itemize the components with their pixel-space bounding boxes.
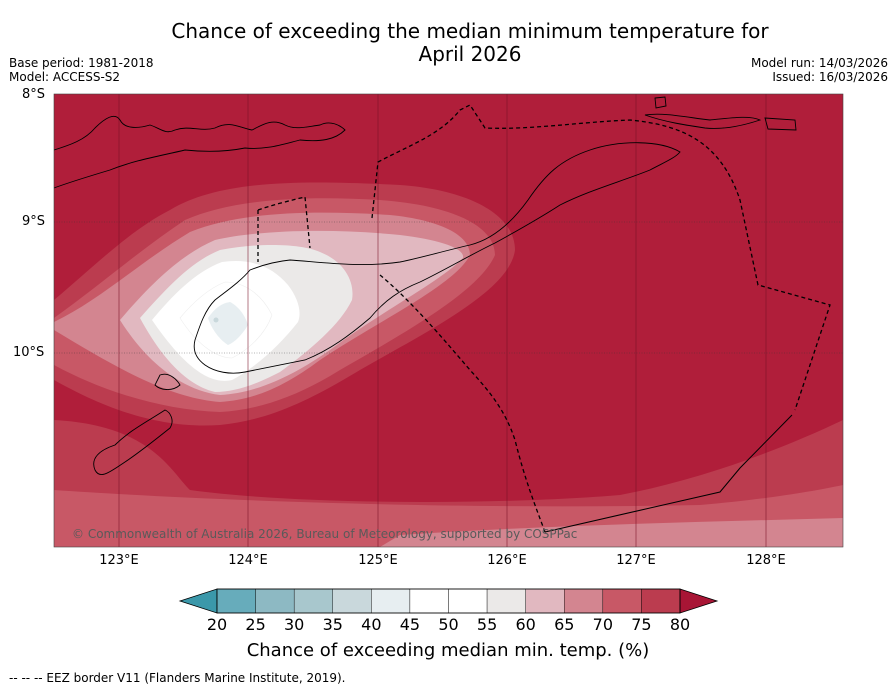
colorbar-cell (255, 588, 295, 614)
lon-label-126e: 126°E (487, 553, 527, 568)
lon-label-128e: 128°E (746, 553, 786, 568)
coast-rote-savu (93, 373, 181, 475)
coastlines (54, 96, 797, 475)
colorbar-tick-label: 35 (322, 615, 343, 634)
coast-islet-1 (654, 96, 667, 109)
eez-legend-footer: -- -- -- EEZ border V11 (Flanders Marine… (9, 671, 346, 685)
colorbar-tick-label: 65 (554, 615, 575, 634)
lon-label-123e: 123°E (99, 553, 139, 568)
lat-label-10s: 10°S (13, 345, 45, 360)
colorbar-cell (525, 588, 565, 614)
coast-wetar (644, 113, 762, 129)
band-65-70-south (380, 518, 843, 547)
base-period: Base period: 1981-2018 (9, 56, 154, 70)
band-40 (208, 302, 248, 345)
lat-label-9s: 9°S (22, 214, 46, 229)
model-name: Model: ACCESS-S2 (9, 70, 121, 84)
lon-label-124e: 124°E (228, 553, 268, 568)
colorbar-cell (216, 588, 256, 614)
colorbar-cell (448, 588, 488, 614)
map-title: Chance of exceeding the median minimum t… (120, 20, 820, 66)
issued-date: Issued: 16/03/2026 (772, 70, 888, 84)
colorbar-cell (564, 588, 604, 614)
colorbar-tick-label: 60 (515, 615, 536, 634)
colorbar-cell (486, 588, 526, 614)
colorbar-tick-label: 80 (669, 615, 691, 634)
colorbar-cell (371, 588, 411, 614)
colorbar-cell (332, 588, 372, 614)
meta-left: Base period: 1981-2018 Model: ACCESS-S2 (9, 56, 154, 84)
colorbar-tick-label: 45 (399, 615, 421, 634)
copyright-notice: © Commonwealth of Australia 2026, Bureau… (72, 527, 578, 541)
colorbar-cell (293, 588, 333, 614)
boundary-line (544, 414, 793, 533)
colorbar-tick-label: 40 (361, 615, 382, 634)
lat-label-8s: 8°S (22, 87, 46, 102)
colorbar-cells (216, 588, 681, 614)
band-35-spot (213, 317, 219, 323)
cbar-extend-low (178, 588, 218, 614)
lon-label-125e: 125°E (358, 553, 398, 568)
colorbar-tick-label: 20 (206, 615, 228, 634)
colorbar-cell (602, 588, 642, 614)
colorbar-tick-label: 55 (476, 615, 498, 634)
colorbar-tick-label: 70 (592, 615, 613, 634)
lon-label-127e: 127°E (616, 553, 656, 568)
colorbar-tick-label: 75 (631, 615, 652, 634)
gridlines (54, 94, 843, 547)
forecast-map (53, 93, 844, 548)
eez-border (257, 104, 831, 533)
colorbar-tick-label: 25 (245, 615, 266, 634)
coast-flores-alor (54, 115, 346, 189)
model-run: Model run: 14/03/2026 (750, 56, 888, 70)
colorbar-tick-label: 30 (283, 615, 305, 634)
title-line-1: Chance of exceeding the median minimum t… (171, 19, 769, 43)
colorbar-label: Chance of exceeding median min. temp. (%… (246, 640, 650, 661)
colorbar-cell (409, 588, 449, 614)
coast-timor (193, 142, 681, 374)
cbar-extend-high (679, 588, 719, 614)
meta-right: Model run: 14/03/2026 Issued: 16/03/2026 (751, 56, 888, 84)
colorbar-cell (641, 588, 681, 614)
colorbar-tick-label: 50 (438, 615, 459, 634)
title-line-2: April 2026 (418, 42, 522, 66)
coast-islet-2 (764, 117, 797, 131)
